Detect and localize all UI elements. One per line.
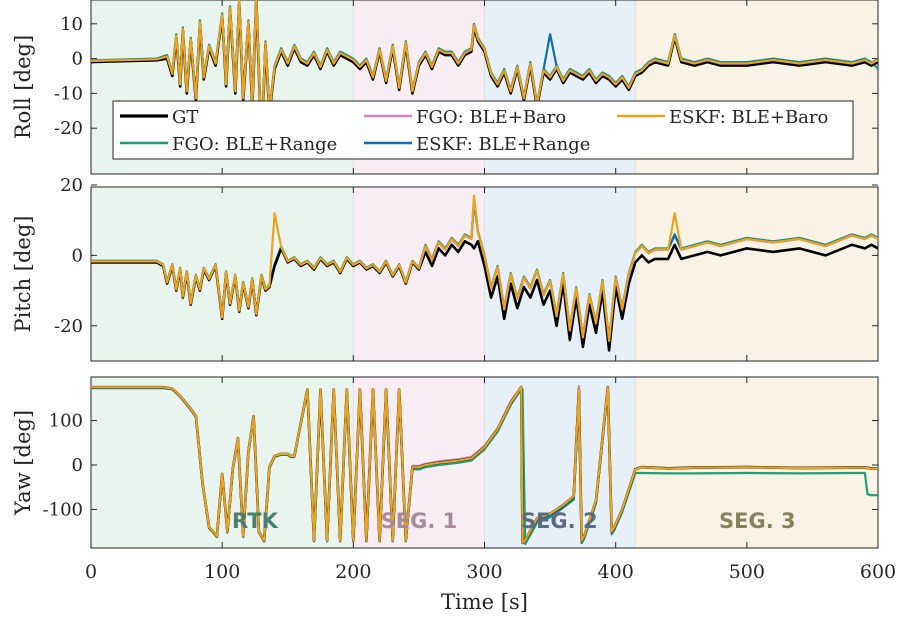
segment-label-seg-1: SEG. 1 xyxy=(381,509,458,533)
x-tick-label: 400 xyxy=(598,561,634,583)
y-axis-label: Roll [deg] xyxy=(11,35,35,139)
legend: GT FGO: BLE+Baro ESKF: BLE+Baro FGO: BLE+Ra… xyxy=(112,100,854,160)
legend-label: FGO: BLE+Range xyxy=(172,134,337,155)
y-tick-label: 0 xyxy=(72,455,83,476)
segment-bg-rtk xyxy=(91,187,354,361)
x-tick-label: 100 xyxy=(204,561,240,583)
x-tick-label: 600 xyxy=(860,561,896,583)
legend-box xyxy=(112,100,854,160)
series-group xyxy=(91,194,878,352)
segment-label-seg-2: SEG. 2 xyxy=(521,509,598,533)
y-tick-label: -10 xyxy=(54,83,83,104)
y-tick-label: 10 xyxy=(60,14,83,35)
y-tick-label: 100 xyxy=(49,411,83,432)
y-tick-label: 0 xyxy=(72,245,83,266)
segment-label-rtk: RTK xyxy=(232,509,279,533)
x-tick-label: 500 xyxy=(729,561,765,583)
segment-bg-seg-2 xyxy=(484,187,636,361)
legend-label: ESKF: BLE+Baro xyxy=(669,107,828,128)
panel-pitch: 20 0 -20 Pitch [deg] xyxy=(11,175,879,362)
series-line-eskf-ble-baro xyxy=(91,386,878,544)
x-axis-label: Time [s] xyxy=(441,590,528,614)
x-tick-label: 200 xyxy=(335,561,371,583)
y-tick-label: -100 xyxy=(43,499,83,520)
y-axis-label: Yaw [deg] xyxy=(11,410,35,516)
x-tick-label: 300 xyxy=(466,561,502,583)
y-tick-label: -20 xyxy=(54,316,83,337)
series-line-eskf-ble-baro xyxy=(91,194,878,342)
y-axis-label: Pitch [deg] xyxy=(11,216,35,333)
legend-label: FGO: BLE+Baro xyxy=(416,107,566,128)
series-group xyxy=(91,0,878,147)
series-line-eskf-ble-baro xyxy=(91,0,878,145)
x-tick-label: 0 xyxy=(85,561,97,583)
y-tick-label: -20 xyxy=(54,118,83,139)
legend-label: GT xyxy=(172,107,198,128)
segment-bg-seg-1 xyxy=(353,187,485,361)
series-group xyxy=(91,384,878,546)
segment-label-seg-3: SEG. 3 xyxy=(719,509,796,533)
segment-bg-seg-3 xyxy=(635,187,878,361)
segment-bg-seg-3 xyxy=(635,377,878,548)
y-tick-label: 0 xyxy=(72,49,83,70)
y-tick-label: 20 xyxy=(60,175,83,196)
legend-label: ESKF: BLE+Range xyxy=(416,134,590,155)
panel-yaw: 100 0 -100 Yaw [deg] RTK SEG. 1 SEG. 2 SEG. 3 xyxy=(11,376,879,549)
